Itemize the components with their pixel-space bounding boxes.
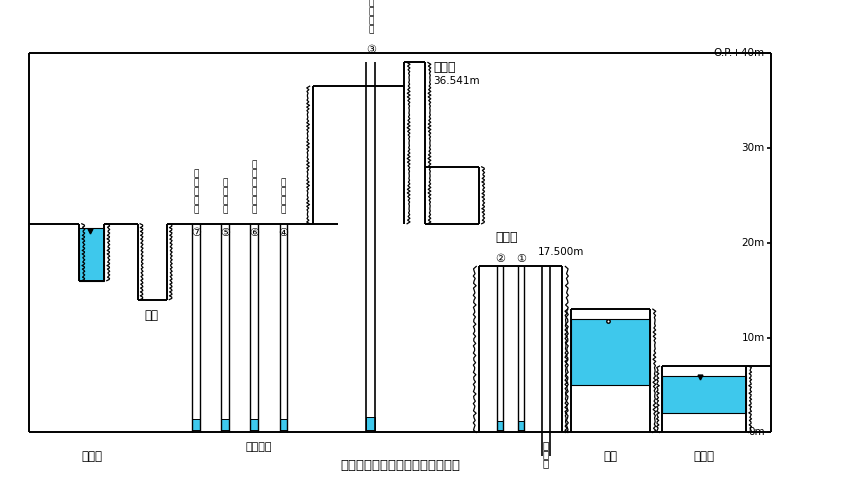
Text: ⑦: ⑦ xyxy=(191,228,201,238)
Text: 銀
水
ノ
井: 銀 水 ノ 井 xyxy=(223,178,228,214)
Text: 南外堀: 南外堀 xyxy=(82,449,102,462)
Bar xyxy=(662,376,745,413)
Bar xyxy=(280,419,287,430)
Text: 20m: 20m xyxy=(741,237,765,247)
Text: 山里丸: 山里丸 xyxy=(496,231,518,244)
Text: 空
井
戸: 空 井 戸 xyxy=(542,440,549,468)
Bar xyxy=(366,417,376,430)
Text: 既
曲
輪
ノ
井: 既 曲 輪 ノ 井 xyxy=(193,169,199,214)
Bar xyxy=(662,376,745,413)
Text: ④: ④ xyxy=(279,228,288,238)
Text: O.P.+40m: O.P.+40m xyxy=(714,48,765,58)
Text: ⑥: ⑥ xyxy=(249,228,259,238)
Bar xyxy=(221,419,229,430)
Bar xyxy=(366,417,376,430)
Text: 内堀: 内堀 xyxy=(604,449,617,462)
Bar xyxy=(251,419,258,430)
Bar xyxy=(221,419,229,430)
Bar xyxy=(79,228,105,281)
Text: 井戸水位: 井戸水位 xyxy=(245,442,272,452)
Text: ③: ③ xyxy=(366,45,376,55)
Text: 数
寄
屋
囲
ノ
井: 数 寄 屋 囲 ノ 井 xyxy=(252,160,257,214)
Bar xyxy=(518,421,524,430)
Text: ①: ① xyxy=(516,254,526,264)
Bar xyxy=(192,419,200,430)
Text: 空堀: 空堀 xyxy=(144,309,159,322)
Bar xyxy=(79,228,105,281)
Text: 17.500m: 17.500m xyxy=(537,247,584,257)
Text: 北外堀: 北外堀 xyxy=(694,449,715,462)
Bar xyxy=(570,319,650,385)
Bar xyxy=(570,319,650,385)
Text: 天守台: 天守台 xyxy=(434,61,456,74)
Text: 0m: 0m xyxy=(748,427,765,437)
Text: ②: ② xyxy=(495,254,505,264)
Text: ⑤: ⑤ xyxy=(220,228,230,238)
Text: 図２．本丸断面と井戸深さ模式図: 図２．本丸断面と井戸深さ模式図 xyxy=(340,459,460,472)
Bar xyxy=(497,421,503,430)
Text: 金
水
ノ
井: 金 水 ノ 井 xyxy=(280,178,286,214)
Bar xyxy=(497,421,503,430)
Text: 30m: 30m xyxy=(741,143,765,153)
Bar xyxy=(280,419,287,430)
Text: 黄
金
水
ノ
井: 黄 金 水 ノ 井 xyxy=(368,0,373,34)
Bar xyxy=(518,421,524,430)
Bar xyxy=(192,419,200,430)
Bar xyxy=(251,419,258,430)
Text: 10m: 10m xyxy=(741,333,765,343)
Text: 36.541m: 36.541m xyxy=(434,77,480,87)
